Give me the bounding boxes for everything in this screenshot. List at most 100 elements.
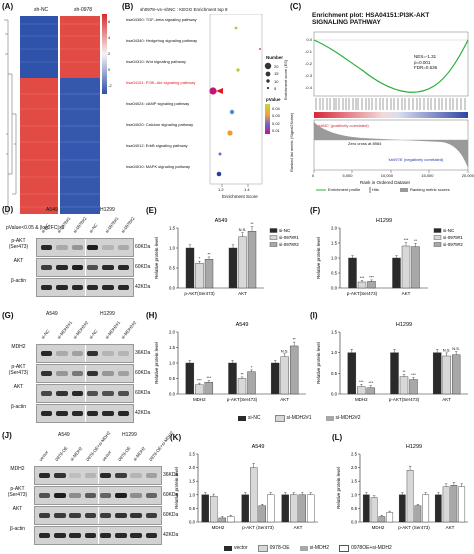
chart-title: H1299 [376,218,392,224]
chart-sig-label: *** [404,237,409,242]
blot-band [145,493,158,498]
gsea-p: p=0.001 [414,59,431,65]
heatmap-scale-tick: 0 [108,67,111,72]
chart-bar [347,352,357,395]
panel-i-letter: (I) [310,311,318,320]
kegg-size-label: 10 [274,78,279,84]
kegg-legend-pvalue-title: pValue [266,97,281,102]
chart-y-tick-label: 0.5 [331,271,338,276]
chart-sig-label: *** [359,379,364,384]
blot-size-label: 36KDa [135,349,151,356]
chart-ylabel: Relative protein level [316,342,321,384]
gsea-plot [313,31,469,193]
blot-divider [98,527,100,544]
blot-band [40,245,53,250]
chart-sig-label: ** [207,251,211,256]
legend-label: si-MDH2#1 [286,415,312,421]
kegg-dot-plot [209,14,263,187]
legend-label: 0978-OE [269,545,290,551]
legend-item: si-MDH2 [299,545,330,551]
chart-x-tick-label: AKT [402,291,411,296]
blot-row-label: MDH2 [11,344,26,350]
legend-label: si-MDH2 [309,545,330,551]
chart-y-tick-label: 2.0 [169,330,176,335]
heatmap [4,16,100,215]
gsea-es-tick: -0.4 [305,85,312,90]
kegg-term: hsa04024: cAMP signaling pathway [126,101,190,106]
legend-item: si-NC [238,416,261,421]
chart-y-tick-label: 1.5 [331,330,338,335]
gsea-es-ticks: 0.0 -0.1 -0.2 -0.3 -0.4 [296,34,312,94]
panel-e-letter: (E) [146,206,157,215]
blot-band [145,533,158,538]
kegg-dot [259,48,261,50]
chart-x-tick-label: p-AKT (Ser473) [398,525,430,530]
chart-x-tick-label: MDH2 [355,397,368,402]
gsea-es-tick: -0.3 [305,73,312,78]
gsea-es-tick: 0.0 [306,37,312,42]
heatmap-col-label-2: sh-0978 [74,7,93,13]
chart-bar [422,494,430,523]
legend-item: vector [224,546,248,551]
blot-band [38,493,51,498]
blot-band [102,265,114,270]
kegg-xtick: 1.2 [218,187,224,192]
legend-swatch [238,416,246,421]
chart-legend-swatch [433,242,442,247]
blot-band [71,265,84,270]
kegg-term: hsa04350: TGF–beta signaling pathway [126,17,197,22]
chart-y-tick-label: 1.0 [169,361,176,366]
chart-bar [258,505,266,523]
kegg-legend-number-title: Number [266,55,284,60]
chart-x-tick-label: p-AKT(Ser473) [347,291,378,296]
panel-f-letter: (F) [310,206,321,215]
chart-sig-label: * [251,364,253,369]
blot-band [56,371,68,376]
legend-swatch [339,545,350,552]
chart-bar [451,354,461,395]
blot-band [117,351,130,356]
chart-y-tick-label: 1.5 [169,226,176,231]
blot-cell-a549: A549 [46,207,58,213]
chart-y-tick-label: 0.5 [331,371,338,376]
legend-item: si-MDH2#1 [274,415,312,422]
legend-item: si-MDH2#2 [325,416,361,421]
gsea-annot-neg: 'sh0978' (negatively correlated) [388,157,444,162]
chart-bar [432,352,442,395]
kegg-term: hsa04020: Calcium signaling pathway [126,122,194,127]
blot-row-label: p-AKT (Ser473) [7,486,28,498]
blot-lane-label: si-0978#1 [104,216,120,234]
blot-band [86,371,99,376]
chart-x-tick-label: AKT [446,525,455,530]
blot-strip [34,526,162,545]
chart-bar [201,494,209,523]
legend-swatch [224,546,232,551]
blot-band [102,411,114,416]
blot-lane-label: vector [37,449,50,462]
legend-swatch [325,416,334,421]
chart-x-tick-label: p-AKT (Ser473) [242,525,274,530]
gsea-legend-hits: Hits [372,187,379,192]
blot-band [40,411,53,416]
chart-bar [348,257,357,289]
chart-bar [289,345,299,395]
heatmap-scale-tick: -2 [108,83,112,88]
blot-row-label: AKT [12,506,23,512]
gsea-xtick: 15,000 [421,173,434,178]
highlight-arrow-icon [216,88,223,94]
chart-bar [367,281,376,289]
blot-band [38,513,51,518]
chart-y-tick-label: 1.0 [189,492,196,497]
legend-hi: si-NC si-MDH2#1 si-MDH2#2 [238,415,361,422]
kegg-term: hsa04340: Hedgehog signaling pathway [126,38,198,43]
panel-l-letter: (L) [332,433,343,442]
chart-sig-label: ** [240,371,244,376]
blot-lane-labels: vector 0978-OE si-MDH2 0978-OE+si-MDH2 vecto… [34,430,175,462]
blot-row-label: β-actin [10,278,27,284]
chart-bar [270,362,280,395]
blot-divider [98,487,100,504]
blot-band [69,533,81,538]
blot-band [84,513,97,518]
gsea-ylabel-top: Enrichment score (ES) [283,59,288,100]
